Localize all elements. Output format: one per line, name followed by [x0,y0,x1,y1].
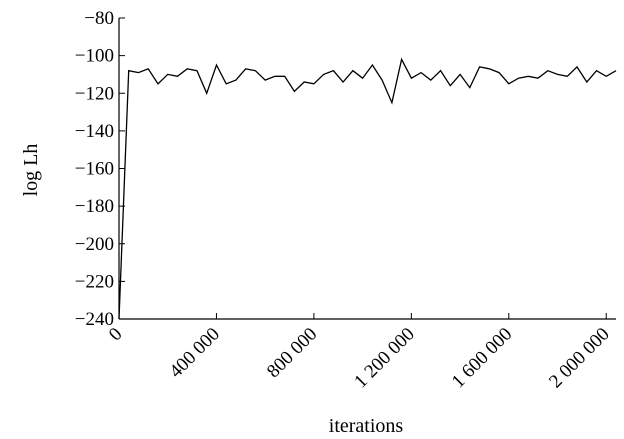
y-tick-label: −200 [75,234,114,255]
y-tick-label: −100 [75,46,114,67]
y-tick-label: −160 [75,159,114,180]
y-tick-label: −220 [75,271,114,292]
y-tick-label: −140 [75,121,114,142]
plot-area [118,57,617,320]
y-tick-label: −80 [84,8,114,29]
x-tick-label: 800 000 [263,324,322,383]
x-tick-label: 1 200 000 [350,324,419,393]
y-tick-label: −120 [75,83,114,104]
series-line-log-lh [118,57,617,320]
x-axis-title: iterations [329,415,404,437]
x-tick-label: 1 600 000 [448,324,517,393]
y-axis-title: log Lh [20,144,42,197]
x-tick-label: 0 [105,324,127,346]
y-ticks: −80 −100 −120 −140 −160 −180 −200 −220 −240 [75,8,125,330]
x-tick-label: 400 000 [165,324,224,383]
y-tick-label: −180 [75,196,114,217]
x-ticks: 0 400 000 800 000 1 200 000 1 600 000 2 000 0… [105,313,614,392]
x-tick-label: 2 000 000 [545,324,614,393]
y-tick-label: −240 [75,309,114,330]
